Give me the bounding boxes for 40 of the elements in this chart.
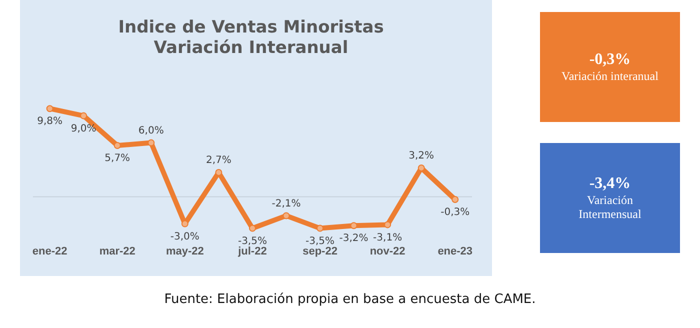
data-label: -3,5% <box>306 236 335 247</box>
data-label: -3,0% <box>170 231 200 242</box>
chart-title: Indice de Ventas Minoristas <box>118 18 384 38</box>
point <box>384 221 392 228</box>
data-label: -3,1% <box>373 232 402 244</box>
point <box>282 212 290 220</box>
data-label: 3,2% <box>408 150 434 162</box>
point <box>316 224 324 232</box>
x-tick-label: mar-22 <box>99 245 136 258</box>
point <box>181 220 188 228</box>
x-tick-label: nov-22 <box>370 245 406 258</box>
x-tick-label: may-22 <box>166 245 204 258</box>
x-tick-label: sep-22 <box>302 245 338 258</box>
source-note: Fuente: Elaboración propia en base a encuesta de CAME. <box>163 292 537 307</box>
point <box>248 224 256 232</box>
text: Variación interanual <box>562 69 658 83</box>
point <box>80 112 88 120</box>
point <box>114 142 121 149</box>
data-label: -3,2% <box>339 233 368 244</box>
data-label: 5,7% <box>104 153 130 164</box>
text: -0,3% <box>589 51 631 69</box>
point <box>350 222 358 230</box>
point <box>46 105 54 112</box>
text: -3,4% <box>589 175 631 193</box>
chart-subtitle: Variación Interanual <box>154 38 348 58</box>
data-label: -2,1% <box>272 198 301 210</box>
point <box>418 164 425 172</box>
x-tick-label: ene-22 <box>32 245 68 258</box>
point <box>452 196 459 203</box>
text: Variación Intermensual <box>578 193 642 221</box>
x-tick-label: ene-23 <box>438 245 473 258</box>
data-label: 2,7% <box>206 155 232 166</box>
point <box>215 169 222 176</box>
data-label: 6,0% <box>138 125 164 136</box>
data-label: 9,0% <box>70 123 96 134</box>
data-label: 9,8% <box>37 116 63 128</box>
point <box>148 139 155 146</box>
x-tick-label: jul-22 <box>237 245 267 258</box>
data-label: -3,5% <box>238 236 267 247</box>
data-label: -0,3% <box>440 207 470 218</box>
